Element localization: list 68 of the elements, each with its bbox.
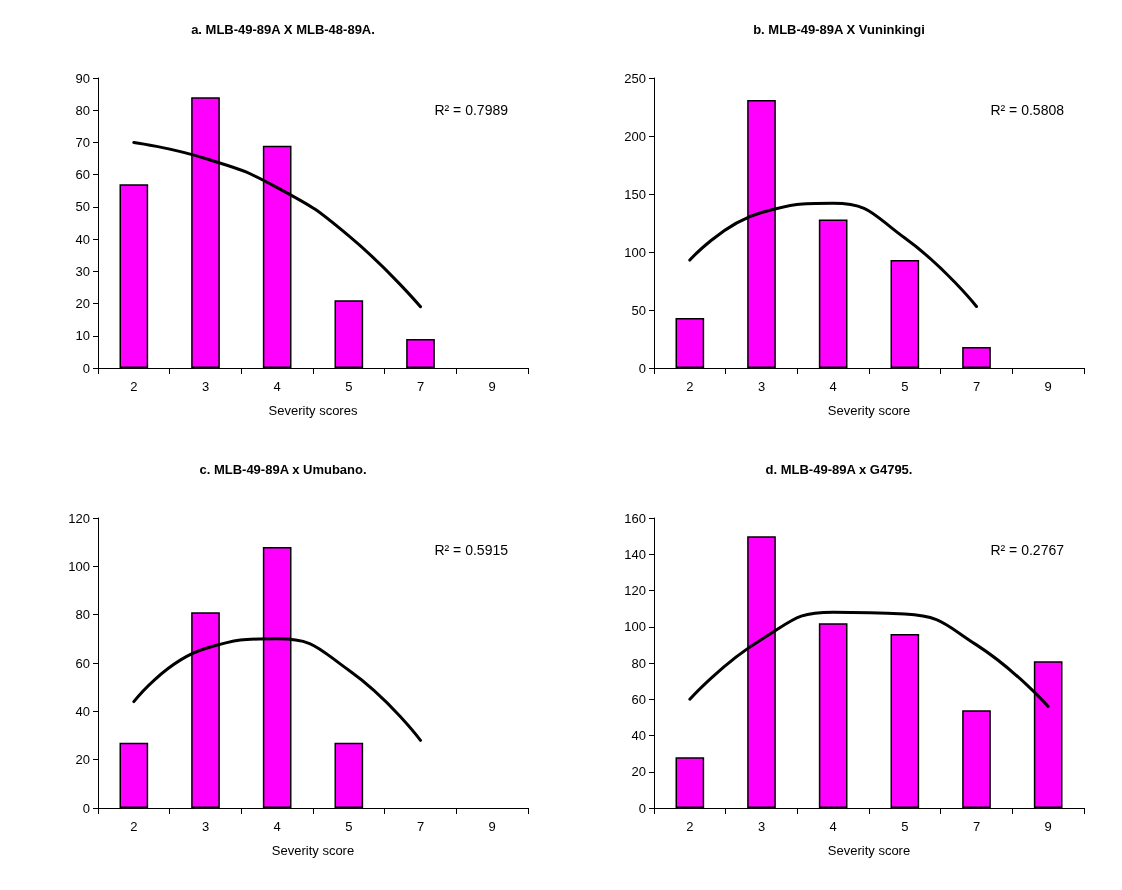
x-tick-label: 7 [972, 819, 981, 834]
x-tick-label: 9 [1044, 379, 1052, 394]
y-tick-label: 250 [624, 70, 646, 86]
y-tick-label: 100 [624, 244, 646, 260]
x-tick-label: 9 [488, 819, 496, 834]
x-tick-label: 4 [273, 379, 281, 394]
x-tick-label: 9 [488, 379, 496, 394]
y-tick-label: 20 [75, 296, 90, 312]
y-tick-label: 0 [638, 800, 646, 816]
x-axis-title: Severity score [271, 843, 355, 858]
chart-title: b. MLB-49-89A X Vuninkingi [753, 22, 925, 37]
y-tick-label: 160 [624, 510, 646, 526]
x-tick-label: 7 [416, 379, 425, 394]
chart-title: a. MLB-49-89A X MLB-48-89A. [191, 22, 375, 37]
y-tick-label: 0 [82, 800, 90, 816]
y-tick-label: 60 [75, 655, 90, 671]
x-tick-label: 7 [972, 379, 981, 394]
y-tick-label: 0 [638, 360, 646, 376]
x-tick-label: 3 [757, 819, 766, 834]
y-tick-label: 50 [75, 199, 90, 215]
x-tick-label: 7 [416, 819, 425, 834]
annotation: R² = 0.7989 [434, 102, 509, 118]
x-axis-title: Severity score [827, 403, 911, 418]
y-tick-label: 60 [75, 167, 90, 183]
y-tick-label: 80 [75, 607, 90, 623]
x-tick-label: 5 [345, 379, 353, 394]
y-tick-label: 60 [631, 691, 646, 707]
y-tick-label: 20 [75, 752, 90, 768]
y-tick-label: 150 [624, 186, 646, 202]
y-tick-label: 10 [75, 328, 90, 344]
y-tick-label: 120 [624, 583, 646, 598]
x-tick-label: 5 [345, 819, 353, 834]
chart-title: c. MLB-49-89A x Umubano. [199, 462, 367, 477]
annotation: R² = 0.5808 [990, 102, 1065, 118]
chart-title: d. MLB-49-89A x G4795. [765, 462, 913, 477]
y-tick-label: 90 [75, 70, 90, 86]
y-tick-label: 120 [68, 510, 90, 526]
y-tick-label: 40 [631, 728, 646, 743]
y-tick-label: 200 [624, 128, 646, 144]
x-axis-title: Severity scores [268, 403, 358, 418]
x-tick-label: 3 [757, 379, 766, 394]
x-tick-label: 2 [130, 819, 138, 834]
x-tick-label: 2 [686, 379, 694, 394]
y-tick-label: 30 [75, 263, 90, 279]
x-tick-label: 5 [901, 379, 909, 394]
y-tick-label: 40 [75, 703, 90, 719]
y-tick-label: 20 [631, 764, 646, 780]
x-tick-label: 4 [829, 379, 837, 394]
y-tick-label: 70 [75, 134, 90, 150]
annotation: R² = 0.2767 [990, 542, 1065, 558]
x-tick-label: 2 [130, 379, 138, 394]
annotation: R² = 0.5915 [434, 542, 509, 558]
x-tick-label: 4 [273, 819, 281, 834]
x-tick-label: 2 [686, 819, 694, 834]
y-tick-label: 40 [75, 231, 90, 247]
x-tick-label: 5 [901, 819, 909, 834]
y-tick-label: 50 [631, 302, 646, 318]
y-tick-label: 140 [624, 546, 646, 562]
x-axis-title: Severity score [827, 843, 911, 858]
y-tick-label: 80 [75, 102, 90, 118]
x-tick-label: 3 [201, 819, 210, 834]
y-tick-label: 80 [631, 655, 646, 671]
y-tick-label: 100 [624, 619, 646, 635]
y-tick-label: 100 [68, 558, 90, 574]
x-tick-label: 9 [1044, 819, 1052, 834]
x-tick-label: 3 [201, 379, 210, 394]
x-tick-label: 4 [829, 819, 837, 834]
y-tick-label: 0 [82, 360, 90, 376]
